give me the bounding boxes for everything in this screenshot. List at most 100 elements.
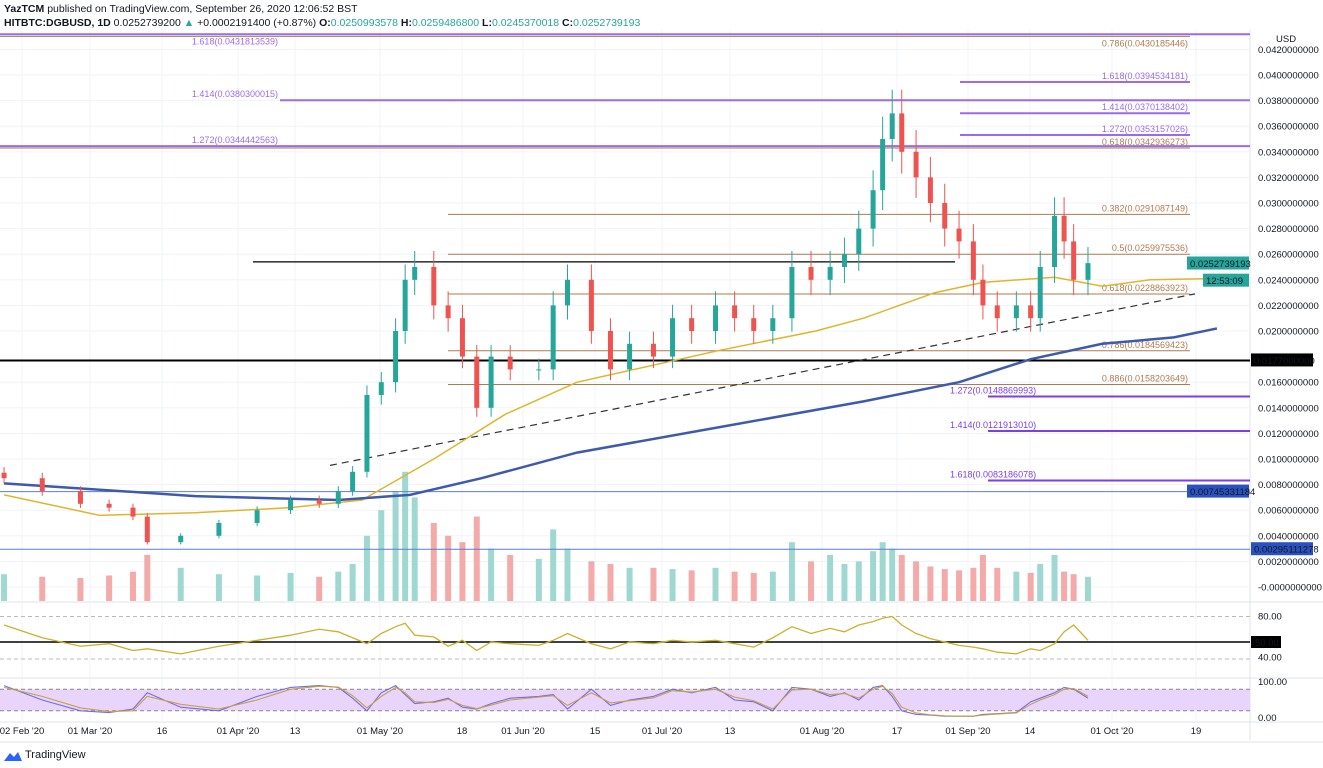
y-tick-label: 0.0220000000 xyxy=(1258,301,1319,312)
high-value: 0.0259486800 xyxy=(411,17,480,29)
y-tick-label: 0.0040000000 xyxy=(1258,531,1319,542)
close-label: C: xyxy=(562,17,574,29)
candle xyxy=(39,478,45,491)
candle xyxy=(956,228,962,242)
candle xyxy=(827,267,833,280)
low-label: L: xyxy=(482,17,492,29)
price-tag-label: 12:53:09 xyxy=(1206,276,1243,287)
volume-bar xyxy=(430,523,437,601)
volume-bar xyxy=(106,575,113,601)
y-tick-label: 0.0200000000 xyxy=(1258,327,1319,338)
x-tick-label: 13 xyxy=(725,726,736,737)
candle xyxy=(732,305,738,319)
price-tag xyxy=(1203,273,1249,287)
y-tick-label: 0.0300000000 xyxy=(1258,199,1319,210)
candle xyxy=(980,279,986,306)
candle xyxy=(942,203,948,229)
tradingview-logo[interactable]: TradingView xyxy=(4,749,86,761)
candle xyxy=(1037,267,1043,319)
x-tick-label: 01 Jul '20 xyxy=(642,726,682,737)
volume-bar xyxy=(588,561,595,601)
volume-bar xyxy=(731,571,738,601)
volume-bar xyxy=(808,561,815,601)
candle xyxy=(856,228,862,255)
volume-bar xyxy=(39,576,46,601)
volume-bar xyxy=(898,555,905,601)
price-tag-label: 0.0177000000 xyxy=(1254,356,1315,367)
candle xyxy=(713,305,719,331)
candle xyxy=(670,318,676,357)
high-label: H: xyxy=(400,17,412,29)
x-tick-label: 19 xyxy=(1191,726,1202,737)
price-change: +0.0002191400 (+0.87%) xyxy=(197,17,317,29)
symbol[interactable]: HITBTC:DGBUSD, 1D xyxy=(4,17,111,29)
candle xyxy=(316,499,322,504)
symbol-legend: HITBTC:DGBUSD, 1D 0.0252739200 ▲ +0.0002… xyxy=(4,17,640,29)
candle xyxy=(1085,263,1091,280)
fib-level-label: 1.414(0.0121913010) xyxy=(950,420,1036,430)
candle xyxy=(474,356,480,408)
y-tick-label: 0.0160000000 xyxy=(1258,378,1319,389)
up-arrow-icon: ▲ xyxy=(183,17,195,29)
candle xyxy=(378,382,384,395)
volume-bar xyxy=(335,571,342,601)
x-tick-label: 01 Mar '20 xyxy=(68,726,113,737)
candle xyxy=(880,139,886,191)
candle xyxy=(970,241,976,280)
rsi-tick-label: 40.00 xyxy=(1258,653,1282,664)
candle xyxy=(488,356,494,408)
candle xyxy=(808,267,814,280)
volume-bar xyxy=(129,571,136,601)
y-tick-label: 0.0140000000 xyxy=(1258,403,1319,414)
logo-text: TradingView xyxy=(25,749,86,761)
volume-bar xyxy=(473,516,480,601)
candle xyxy=(216,523,222,536)
rsi-line xyxy=(3,615,1089,655)
volume-bar xyxy=(870,551,877,601)
fib-level-label: 1.272(0.0148869993) xyxy=(950,385,1036,395)
x-tick-label: 01 Oct '20 xyxy=(1090,726,1133,737)
candle xyxy=(1028,305,1034,319)
candle xyxy=(565,279,570,306)
volume-bar xyxy=(378,510,385,601)
x-tick-label: 01 Aug '20 xyxy=(800,726,845,737)
candle xyxy=(459,318,465,357)
volume-bar xyxy=(788,542,795,601)
candle xyxy=(1013,305,1019,319)
last-price: 0.0252739200 xyxy=(113,17,181,29)
candle xyxy=(1071,241,1077,280)
price-tag xyxy=(1187,484,1249,498)
volume-bar xyxy=(1070,574,1077,601)
candle xyxy=(1052,215,1058,267)
y-tick-label: 0.0060000000 xyxy=(1258,506,1319,517)
volume-bar xyxy=(77,578,84,601)
volume-bar xyxy=(459,542,466,601)
volume-bar xyxy=(750,572,757,601)
volume-bar xyxy=(669,569,676,601)
fib-level-label: 1.618(0.0431813539) xyxy=(192,36,278,46)
fib-level-label: 0.5(0.0259975536) xyxy=(1112,243,1188,253)
candle xyxy=(364,395,370,472)
volume-bar xyxy=(144,555,151,601)
candle xyxy=(913,151,919,178)
volume-bar xyxy=(979,555,986,601)
volume-bar xyxy=(841,563,848,601)
volume-bar xyxy=(254,575,261,601)
currency-label: USD xyxy=(1276,34,1296,45)
y-tick-label: 0.0400000000 xyxy=(1258,71,1319,82)
volume-bar xyxy=(970,567,977,601)
candle xyxy=(335,491,341,504)
trend-line xyxy=(329,293,1196,466)
fib-level-label: 0.786(0.0184569423) xyxy=(1102,340,1188,350)
volume-bar xyxy=(913,561,920,601)
x-tick-label: 01 Sep '20 xyxy=(945,726,990,737)
volume-bar xyxy=(287,572,294,601)
y-tick-label: 0.0260000000 xyxy=(1258,250,1319,261)
x-tick-label: 01 May '20 xyxy=(357,726,403,737)
publish-text: published on TradingView.com, September … xyxy=(47,3,358,15)
candle xyxy=(627,343,633,370)
y-tick-label: 0.0020000000 xyxy=(1258,557,1319,568)
author: YazTCM xyxy=(4,3,45,15)
volume-bar xyxy=(1051,555,1058,601)
